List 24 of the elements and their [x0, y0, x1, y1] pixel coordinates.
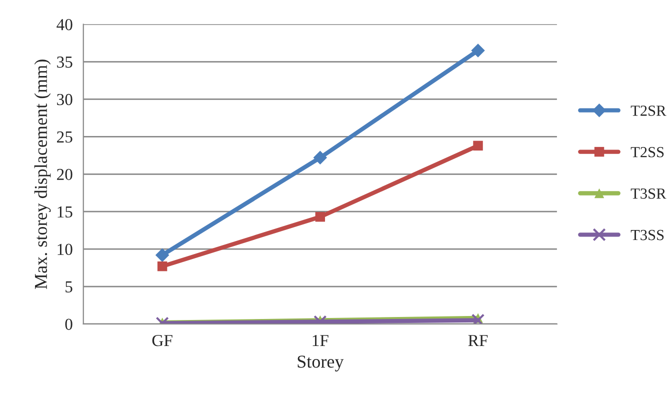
point: [473, 140, 483, 151]
x-axis-title: Storey: [298, 356, 344, 372]
legend-label: T3SR: [630, 188, 666, 199]
legend-label: T3SS: [630, 230, 664, 240]
point: [471, 44, 485, 58]
y-axis-title: Max. storey displacement (mm): [34, 60, 51, 289]
y-tick-label: 10: [58, 244, 72, 256]
y-tick-label: 15: [58, 206, 72, 218]
legend-label: T2SS: [630, 147, 664, 158]
y-tick-label: 20: [57, 168, 72, 180]
y-tick-label: 5: [66, 281, 72, 292]
legend-label: T2SR: [630, 106, 666, 116]
x-tick-label: 1F: [312, 334, 328, 346]
y-tick-label: 40: [56, 19, 72, 30]
y-tick-label: 0: [65, 318, 72, 330]
x-tick-label: RF: [468, 335, 488, 346]
point: [157, 261, 168, 272]
point: [155, 248, 170, 262]
y-tick-label: 25: [57, 131, 72, 143]
y-tick-label: 30: [57, 94, 72, 106]
y-tick-label: 35: [57, 56, 72, 68]
point: [315, 212, 326, 222]
x-tick-label: GF: [152, 334, 172, 346]
point: [313, 150, 328, 165]
